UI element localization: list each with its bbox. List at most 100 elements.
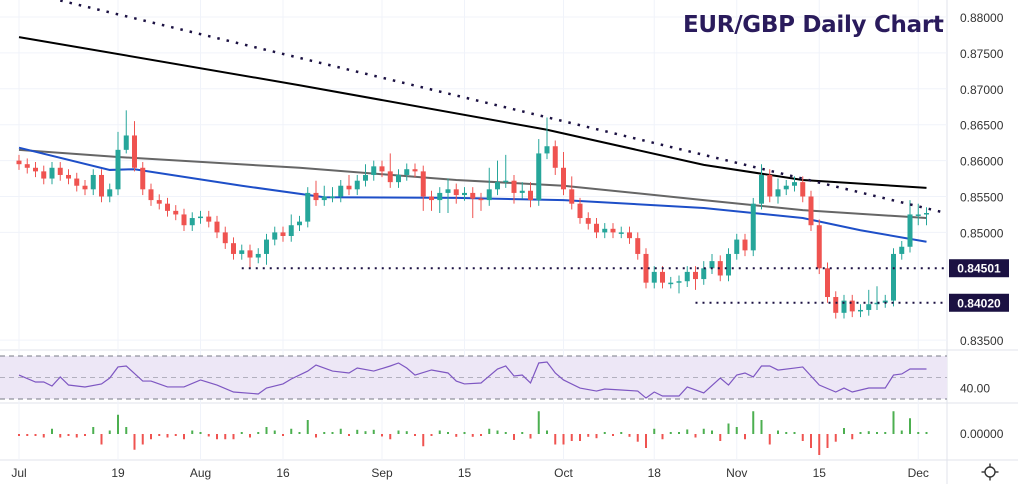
- histogram-bar: [298, 432, 301, 434]
- candle: [305, 187, 311, 228]
- candle-body: [338, 185, 344, 197]
- candle: [742, 233, 748, 257]
- histogram-bar: [372, 429, 375, 434]
- candle-body: [486, 189, 492, 201]
- x-tick-label: Sep: [371, 466, 393, 480]
- candle: [816, 219, 822, 275]
- histogram-bar: [645, 434, 647, 448]
- histogram-bar: [117, 414, 119, 434]
- candle-body: [462, 192, 467, 196]
- candle-body: [561, 167, 566, 190]
- candle-body: [313, 192, 319, 201]
- candle-body: [41, 171, 47, 179]
- histogram-bar: [306, 420, 309, 434]
- candle: [189, 212, 195, 231]
- histogram-bar: [224, 434, 227, 440]
- histogram-bar: [141, 434, 144, 445]
- candle-body: [420, 171, 426, 197]
- candle-body: [297, 221, 302, 226]
- candle: [792, 176, 797, 192]
- candle: [453, 183, 459, 204]
- candle: [231, 237, 236, 260]
- histogram-bar: [587, 434, 590, 437]
- histogram-bar: [92, 427, 95, 434]
- candle: [701, 261, 707, 285]
- candle: [544, 117, 550, 160]
- candle-body: [924, 213, 929, 215]
- candle: [486, 167, 492, 206]
- histogram-bar: [735, 427, 738, 434]
- candle-body: [594, 223, 599, 233]
- candle: [833, 291, 839, 319]
- histogram-bar: [620, 432, 623, 434]
- candle: [16, 154, 22, 170]
- histogram-bar: [75, 434, 78, 438]
- candle-body: [288, 225, 294, 236]
- candle: [891, 248, 896, 307]
- candle-body: [676, 281, 682, 283]
- histogram-bar: [166, 434, 169, 438]
- histogram-bar: [232, 434, 235, 440]
- candle: [115, 131, 121, 196]
- candle: [915, 203, 921, 226]
- candle: [660, 266, 665, 289]
- candle-body: [396, 174, 401, 183]
- candle: [849, 294, 855, 318]
- candle-body: [247, 250, 253, 258]
- candle-body: [445, 189, 451, 193]
- candle: [214, 215, 220, 239]
- candle-body: [181, 214, 187, 226]
- support-price-label: 0.84501: [957, 262, 1001, 276]
- candle: [874, 286, 880, 310]
- candle: [882, 294, 888, 308]
- candle-body: [99, 174, 104, 197]
- candle-body: [404, 169, 410, 175]
- candle-body: [800, 182, 806, 197]
- candle-body: [891, 253, 896, 301]
- histogram-bar: [265, 427, 268, 434]
- candle: [759, 164, 764, 210]
- histogram-bar: [504, 432, 507, 434]
- candle: [536, 139, 542, 206]
- histogram-bar: [768, 434, 771, 445]
- candle-body: [627, 232, 632, 239]
- candle: [140, 162, 146, 196]
- histogram-bar: [579, 434, 581, 441]
- histogram-bar: [628, 434, 631, 437]
- candle: [239, 244, 245, 260]
- histogram-bar: [818, 434, 821, 455]
- histogram-bar: [422, 434, 425, 447]
- candle: [717, 255, 723, 282]
- x-tick-label: 18: [648, 466, 662, 480]
- candle-body: [123, 135, 129, 150]
- candle: [354, 174, 360, 196]
- candle-body: [453, 189, 459, 196]
- ma-200-line: [18, 36, 927, 189]
- candle: [297, 215, 302, 231]
- candle: [783, 179, 789, 196]
- candle-body: [231, 243, 236, 254]
- candle: [371, 160, 377, 181]
- candle: [808, 190, 814, 231]
- candle-body: [156, 200, 162, 204]
- candle: [726, 248, 731, 282]
- histogram-bar: [331, 432, 334, 434]
- candle: [387, 153, 393, 188]
- candle-body: [148, 189, 154, 201]
- candle: [627, 226, 632, 244]
- candle: [412, 163, 418, 178]
- candle-body: [775, 189, 781, 197]
- candle: [346, 174, 352, 196]
- gear-icon[interactable]: [980, 462, 1000, 482]
- candle: [321, 185, 327, 206]
- histogram-bar: [471, 434, 474, 437]
- histogram-bar: [207, 434, 210, 437]
- candle-body: [858, 309, 863, 312]
- histogram-bar: [323, 432, 326, 434]
- candle-body: [280, 232, 286, 236]
- candle-body: [198, 216, 203, 219]
- histogram-bar: [661, 434, 664, 440]
- histogram-bar: [240, 432, 243, 434]
- histogram-bar: [719, 434, 722, 441]
